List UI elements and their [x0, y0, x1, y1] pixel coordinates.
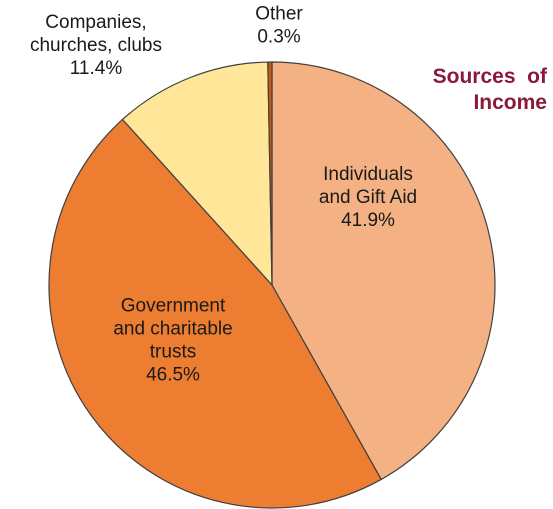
slice-label-2-line-1: Government [121, 296, 226, 317]
slice-label-1-line-1: Individuals [323, 164, 413, 185]
slice-label-2-line-2: and charitable [113, 319, 232, 340]
slice-label-4-line-2: 0.3% [257, 27, 300, 48]
slice-label-3: Companies, churches, clubs 11.4% [30, 12, 162, 79]
slice-label-2-line-3: trusts [150, 342, 196, 363]
slice-label-1-line-3: 41.9% [341, 210, 395, 231]
slice-label-2-line-4: 46.5% [146, 365, 200, 386]
chart-title-line-2: Income [473, 91, 547, 114]
pie-slice-4 [267, 61, 273, 286]
slice-label-1: Individuals and Gift Aid 41.9% [319, 164, 417, 231]
slice-label-3-line-2: churches, clubs [30, 35, 162, 56]
pie-slice-3 [121, 61, 273, 287]
slice-label-3-line-3: 11.4% [70, 58, 123, 79]
slice-label-3-line-1: Companies, [45, 12, 146, 33]
chart-title: Sources of Income [347, 64, 547, 116]
pie-slice-2 [48, 118, 382, 509]
slice-label-2: Government and charitable trusts 46.5% [113, 296, 232, 386]
slice-label-4: Other 0.3% [255, 4, 303, 48]
pie-slice-1 [271, 61, 496, 481]
slice-label-4-line-1: Other [255, 4, 303, 25]
slice-label-1-line-2: and Gift Aid [319, 187, 417, 208]
chart-title-line-1: Sources of [432, 65, 547, 88]
